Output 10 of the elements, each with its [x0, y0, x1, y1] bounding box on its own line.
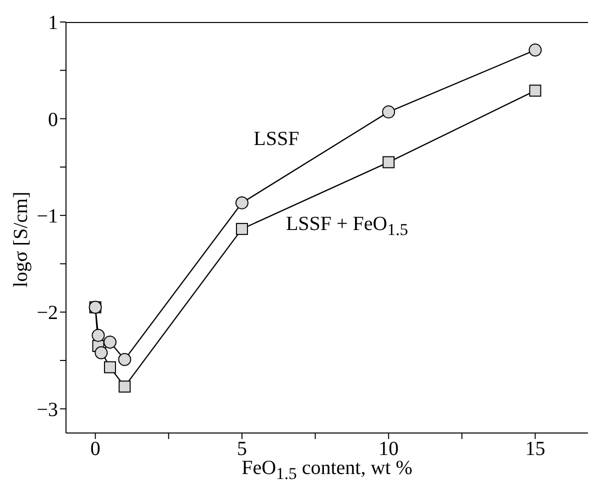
y-axis-title: logσ [S/cm]	[10, 191, 33, 287]
series-label: LSSF	[254, 128, 300, 152]
y-tick-label: −3	[36, 398, 58, 421]
y-tick-label: 1	[48, 12, 58, 34]
y-tick-label: 0	[48, 108, 58, 131]
y-tick-label: −2	[36, 302, 58, 324]
x-tick-label: 15	[525, 438, 546, 460]
series-label: LSSF + FeO$_{1.5}$	[286, 213, 408, 240]
x-tick-label: 0	[90, 438, 100, 460]
y-tick-label: −1	[36, 206, 58, 228]
